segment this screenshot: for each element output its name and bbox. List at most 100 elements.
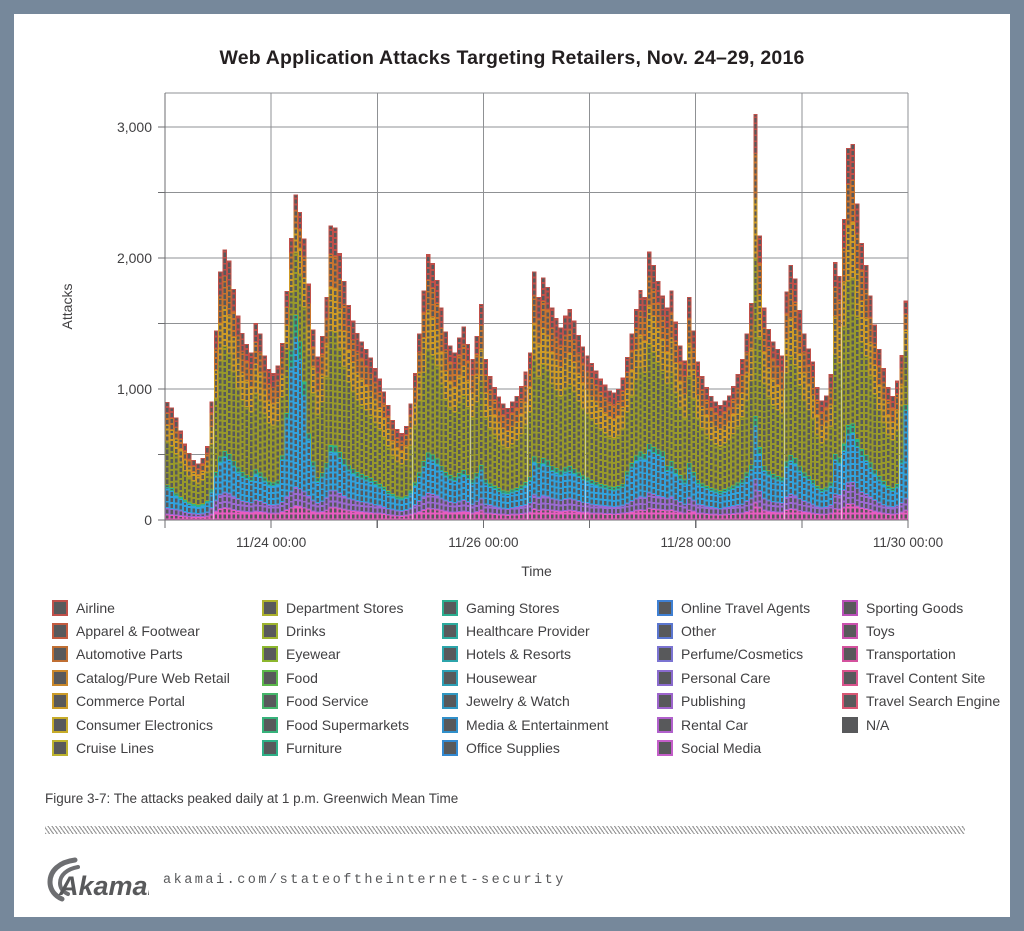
bar-segment [638, 328, 643, 336]
bar-segment [832, 297, 838, 304]
bar-segment [633, 389, 639, 396]
bar-segment [726, 457, 732, 464]
bar-segment [704, 394, 710, 401]
bar-segment [434, 509, 440, 514]
bar-segment [408, 490, 413, 494]
bar-segment [788, 502, 794, 509]
bar-segment [266, 383, 272, 389]
bar-segment [647, 450, 652, 457]
bar-segment [549, 510, 555, 514]
bar-segment [625, 497, 630, 504]
bar-segment [563, 437, 568, 444]
bar-segment [350, 349, 356, 357]
bar-segment [713, 507, 718, 510]
bar-segment [726, 421, 732, 428]
bar-segment [806, 352, 811, 360]
bar-segment [660, 491, 665, 498]
bar-segment [576, 430, 581, 437]
bar-segment [536, 462, 541, 469]
bar-segment [218, 470, 223, 477]
bar-segment [669, 300, 674, 307]
bar-segment [403, 465, 409, 472]
bar-segment [461, 338, 466, 345]
bar-segment [227, 273, 232, 280]
bar-segment [598, 465, 603, 472]
bar-segment [545, 424, 550, 431]
bar-segment [642, 296, 648, 300]
bar-segment [213, 336, 219, 343]
bar-segment [647, 508, 652, 514]
bar-segment [187, 470, 192, 477]
bar-segment [386, 434, 391, 441]
bar-segment [403, 453, 409, 460]
bar-segment [810, 425, 816, 432]
bar-segment [403, 489, 409, 496]
bar-segment [227, 290, 232, 297]
bar-segment [368, 448, 373, 455]
bar-segment [319, 389, 325, 396]
bar-segment [257, 345, 263, 352]
bar-segment [757, 239, 763, 246]
bar-segment [580, 415, 586, 422]
bar-segment [748, 428, 754, 435]
bar-segment [558, 333, 564, 340]
bar-segment [625, 512, 630, 515]
bar-segment [501, 415, 506, 423]
bar-segment [514, 490, 519, 496]
bar-segment [731, 513, 736, 520]
bar-segment [510, 514, 515, 520]
bar-segment [293, 325, 298, 332]
bar-segment [240, 442, 245, 449]
bar-segment [651, 298, 656, 305]
bar-segment [342, 374, 347, 381]
bar-segment [633, 309, 639, 316]
bar-segment [549, 316, 555, 323]
bar-segment [541, 373, 546, 380]
bar-segment [731, 467, 736, 474]
bar-segment [297, 256, 303, 263]
bar-segment [651, 387, 656, 394]
bar-segment [280, 401, 285, 408]
bar-segment [266, 388, 272, 395]
bar-segment [717, 502, 723, 509]
bar-segment [421, 490, 427, 497]
bar-segment [532, 432, 537, 439]
bar-segment [275, 402, 281, 409]
bar-segment [200, 473, 205, 481]
bar-segment [328, 446, 334, 453]
bar-segment [589, 456, 595, 463]
bar-segment [571, 468, 577, 474]
bar-segment [417, 494, 422, 501]
bar-segment [178, 504, 183, 511]
bar-segment [439, 371, 444, 378]
bar-segment [227, 335, 232, 342]
bar-segment [448, 433, 453, 440]
bar-segment [218, 462, 223, 465]
bar-segment [342, 366, 347, 369]
bar-segment [337, 330, 342, 337]
bar-segment [364, 490, 369, 497]
bar-segment [638, 484, 643, 491]
bar-segment [740, 380, 745, 387]
bar-segment [775, 404, 780, 411]
bar-segment [253, 351, 258, 359]
bar-segment [625, 479, 630, 486]
bar-segment [549, 429, 555, 436]
bar-segment [426, 446, 431, 453]
bar-segment [280, 489, 285, 496]
bar-segment [527, 446, 533, 453]
bar-segment [532, 330, 537, 337]
bar-segment [487, 376, 493, 379]
bar-segment [448, 506, 453, 513]
bar-segment [342, 380, 347, 387]
bar-segment [656, 337, 661, 344]
bar-segment [399, 473, 404, 480]
bar-segment [227, 453, 232, 460]
bar-segment [395, 504, 400, 511]
bar-segment [408, 445, 413, 449]
bar-segment [589, 366, 595, 373]
bar-segment [527, 490, 533, 497]
bar-segment [735, 426, 741, 429]
bar-segment [709, 415, 714, 422]
bar-segment [638, 397, 643, 404]
